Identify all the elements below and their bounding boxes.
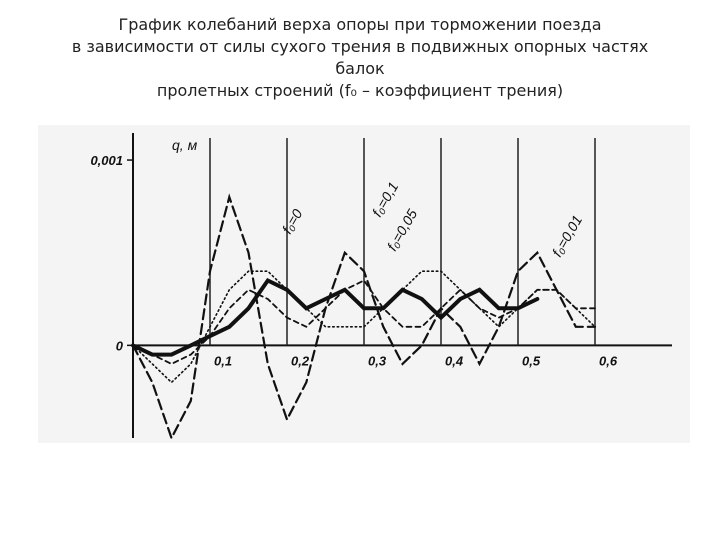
title-line: пролетных строений (f₀ – коэффициент тре…	[157, 81, 563, 100]
title-line: в зависимости от силы сухого трения в по…	[72, 37, 648, 56]
title-line: График колебаний верха опоры при торможе…	[118, 15, 601, 34]
y-tick-label: 0,001	[90, 153, 123, 168]
series-line	[131, 193, 597, 441]
x-tick-label: 0,4	[445, 353, 464, 368]
x-tick-label: 0,5	[522, 353, 541, 368]
x-tick-label: 0,6	[599, 353, 618, 368]
x-tick-label: 0,2	[291, 353, 310, 368]
title-line: балок	[335, 59, 385, 78]
y-axis-label: q, м	[172, 137, 198, 153]
series-line	[131, 277, 540, 357]
y-tick-label: 0	[116, 338, 124, 353]
x-tick-label: 0,1	[214, 353, 232, 368]
series-line	[132, 270, 596, 384]
x-tick-label: 0,3	[368, 353, 387, 368]
